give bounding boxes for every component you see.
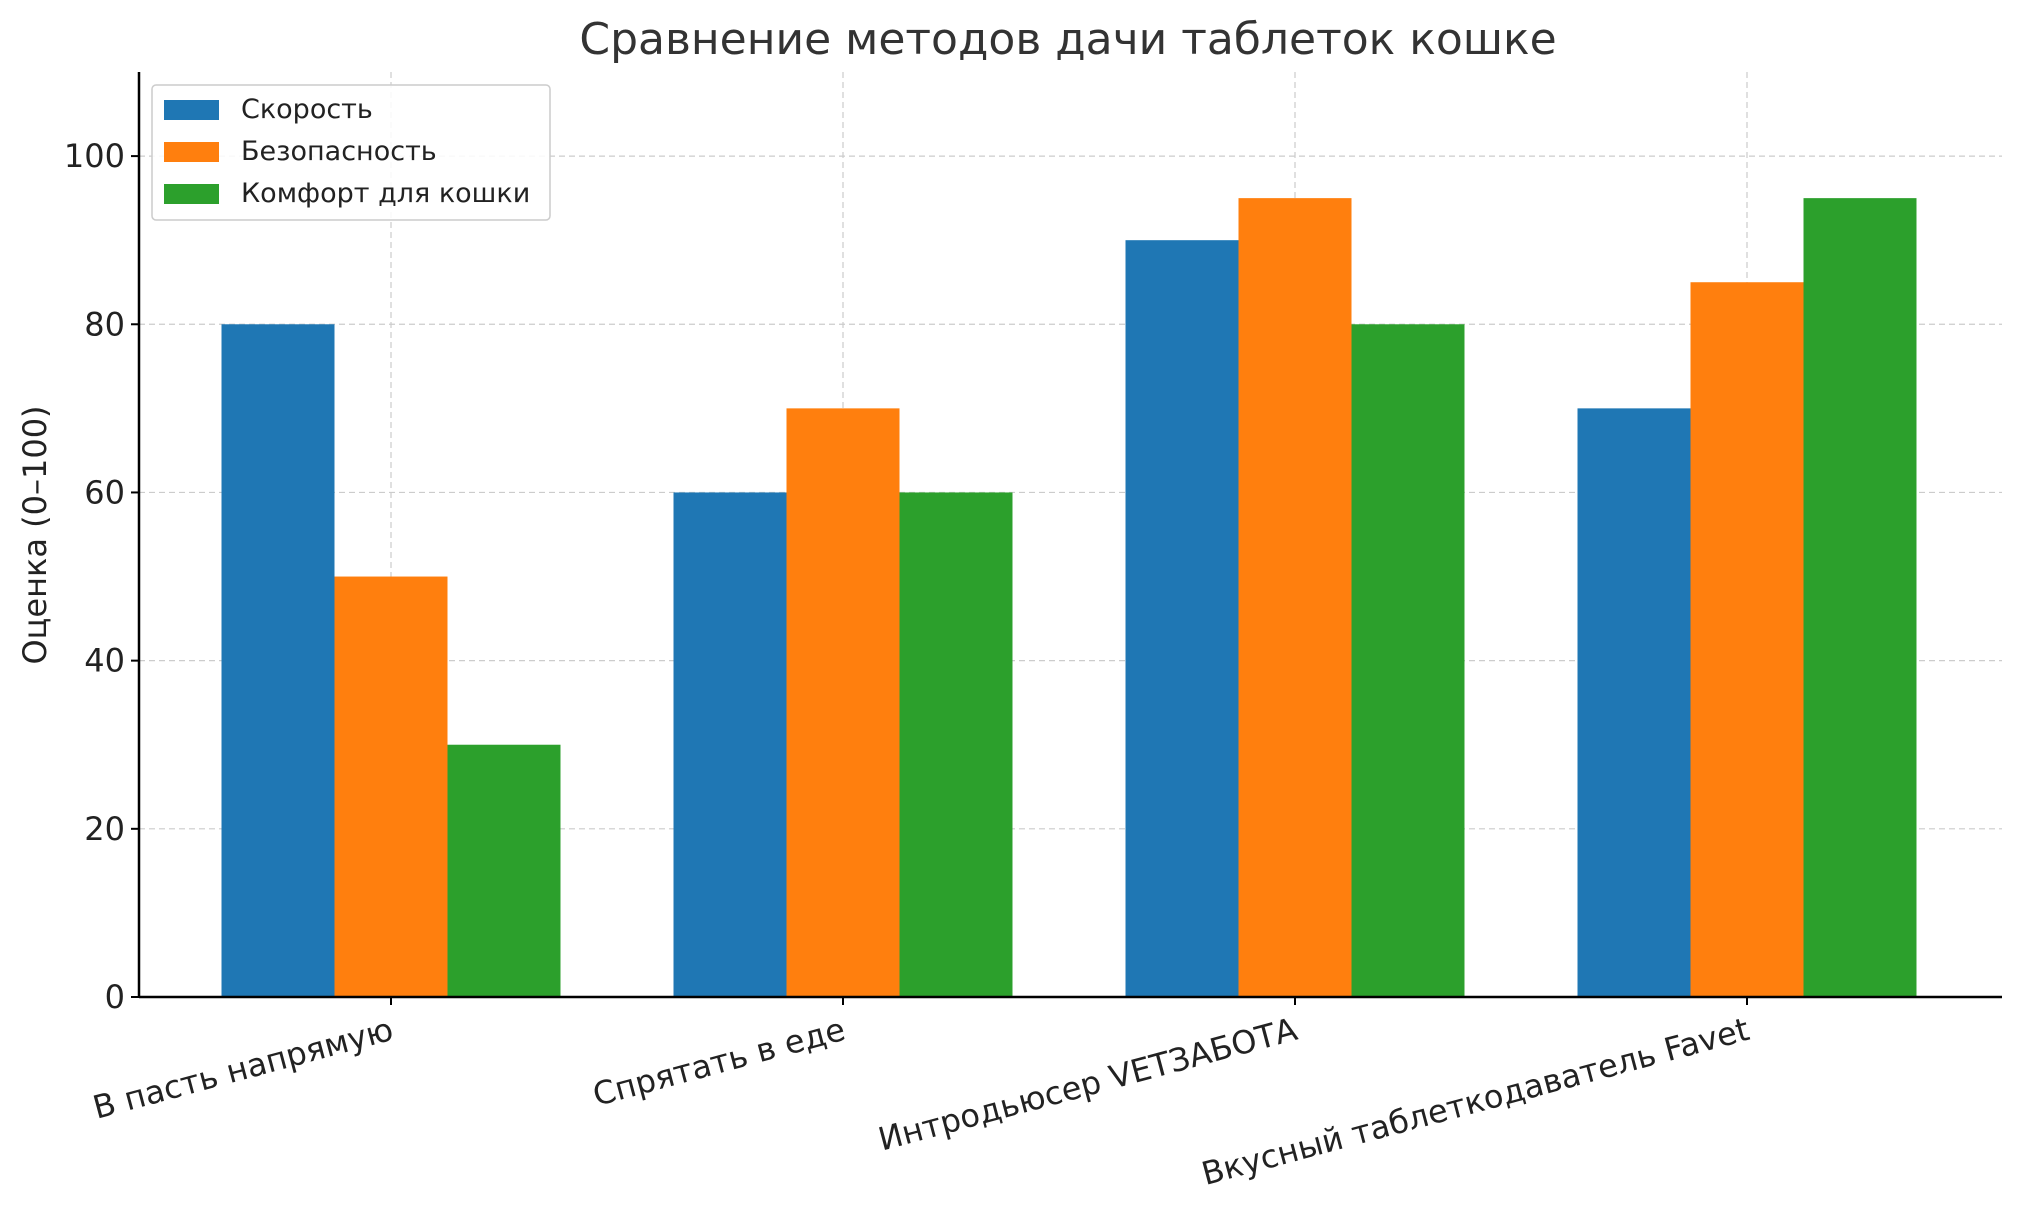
y-tick-label: 20 [84,810,125,848]
bar-2-2 [786,408,900,997]
bar-3-3 [1351,324,1465,998]
legend-swatch-1 [164,100,219,120]
x-tick-label: Спрятать в еде [589,1010,849,1114]
bar-3-2 [899,492,1013,997]
bar-2-3 [1238,198,1352,998]
legend-label-1: Скорость [241,94,373,125]
axes [131,72,2002,1005]
bar-1-3 [1125,240,1239,997]
y-axis-label: Оценка (0–100) [16,405,54,664]
y-tick-label: 0 [105,978,125,1016]
legend-swatch-3 [164,184,219,204]
legend-swatch-2 [164,142,219,162]
bar-3-4 [1803,198,1917,998]
x-tick-label: Интродьюсер VETЗАБОТА [874,1010,1301,1158]
legend: Скорость Безопасность Комфорт для кошки [151,84,551,221]
bar-3-1 [447,744,561,997]
legend-box [151,84,551,221]
y-tick-label: 60 [84,473,125,511]
y-tick-label: 100 [64,137,125,175]
y-tick-label: 80 [84,305,125,343]
bar-2-4 [1690,282,1804,997]
legend-label-3: Комфорт для кошки [241,178,530,209]
bar-1-2 [673,492,787,997]
y-tick-label: 40 [84,642,125,680]
chart-title: Сравнение методов дачи таблеток кошке [579,14,1556,65]
bar-2-1 [334,576,448,997]
bar-1-4 [1577,408,1691,997]
x-tick-label: В пасть напрямую [89,1010,397,1127]
legend-label-2: Безопасность [241,136,437,167]
bar-1-1 [221,324,335,998]
bars [221,198,1917,998]
